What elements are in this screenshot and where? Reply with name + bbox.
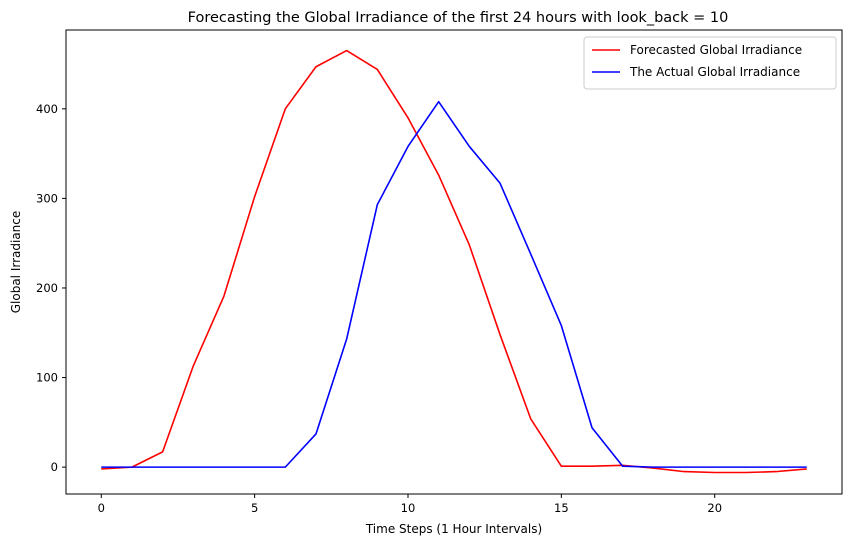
axes-frame	[65, 29, 843, 495]
x-axis-label: Time Steps (1 Hour Intervals)	[365, 522, 542, 536]
plot-area	[101, 49, 807, 474]
forecast-series-line	[101, 49, 807, 474]
legend: Forecasted Global Irradiance The Actual …	[583, 36, 837, 90]
x-tick-label: 5	[251, 501, 258, 515]
y-tick-label: 400	[36, 102, 58, 116]
actual-series-line	[101, 100, 807, 468]
y-axis-ticks: 0 100 200 300 400	[36, 102, 66, 474]
x-tick-label: 15	[554, 501, 569, 515]
y-tick-label: 0	[51, 460, 58, 474]
legend-frame	[583, 36, 837, 90]
x-tick-label: 20	[707, 501, 722, 515]
y-tick-label: 100	[36, 371, 58, 385]
legend-label-forecast: Forecasted Global Irradiance	[630, 43, 802, 57]
x-axis-ticks: 0 5 10 15 20	[98, 494, 722, 515]
x-tick-label: 10	[401, 501, 416, 515]
y-tick-label: 200	[36, 281, 58, 295]
y-tick-label: 300	[36, 191, 58, 205]
y-axis-label: Global Irradiance	[9, 211, 23, 314]
chart-title: Forecasting the Global Irradiance of the…	[188, 10, 729, 26]
x-tick-label: 0	[98, 501, 105, 515]
legend-label-actual: The Actual Global Irradiance	[629, 65, 800, 79]
